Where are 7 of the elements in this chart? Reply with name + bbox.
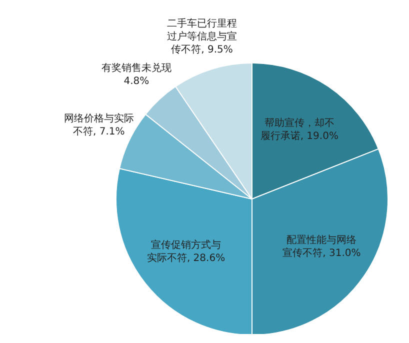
slice-label: 网络价格与实际不符, 7.1% — [64, 112, 134, 138]
slice-label: 配置性能与网络宣传不符, 31.0% — [282, 233, 361, 258]
data-label: 4.8% — [124, 75, 150, 86]
slice-label: 帮助宣传，却不履行承诺, 19.0% — [260, 116, 338, 142]
slice-label: 有奖销售未兑现 — [101, 61, 172, 74]
slice-label: 宣传促销方式与实际不符, 28.6% — [146, 238, 226, 264]
slice-label: 二手车已行里程过户等信息与宣传不符, 9.5% — [167, 17, 238, 56]
